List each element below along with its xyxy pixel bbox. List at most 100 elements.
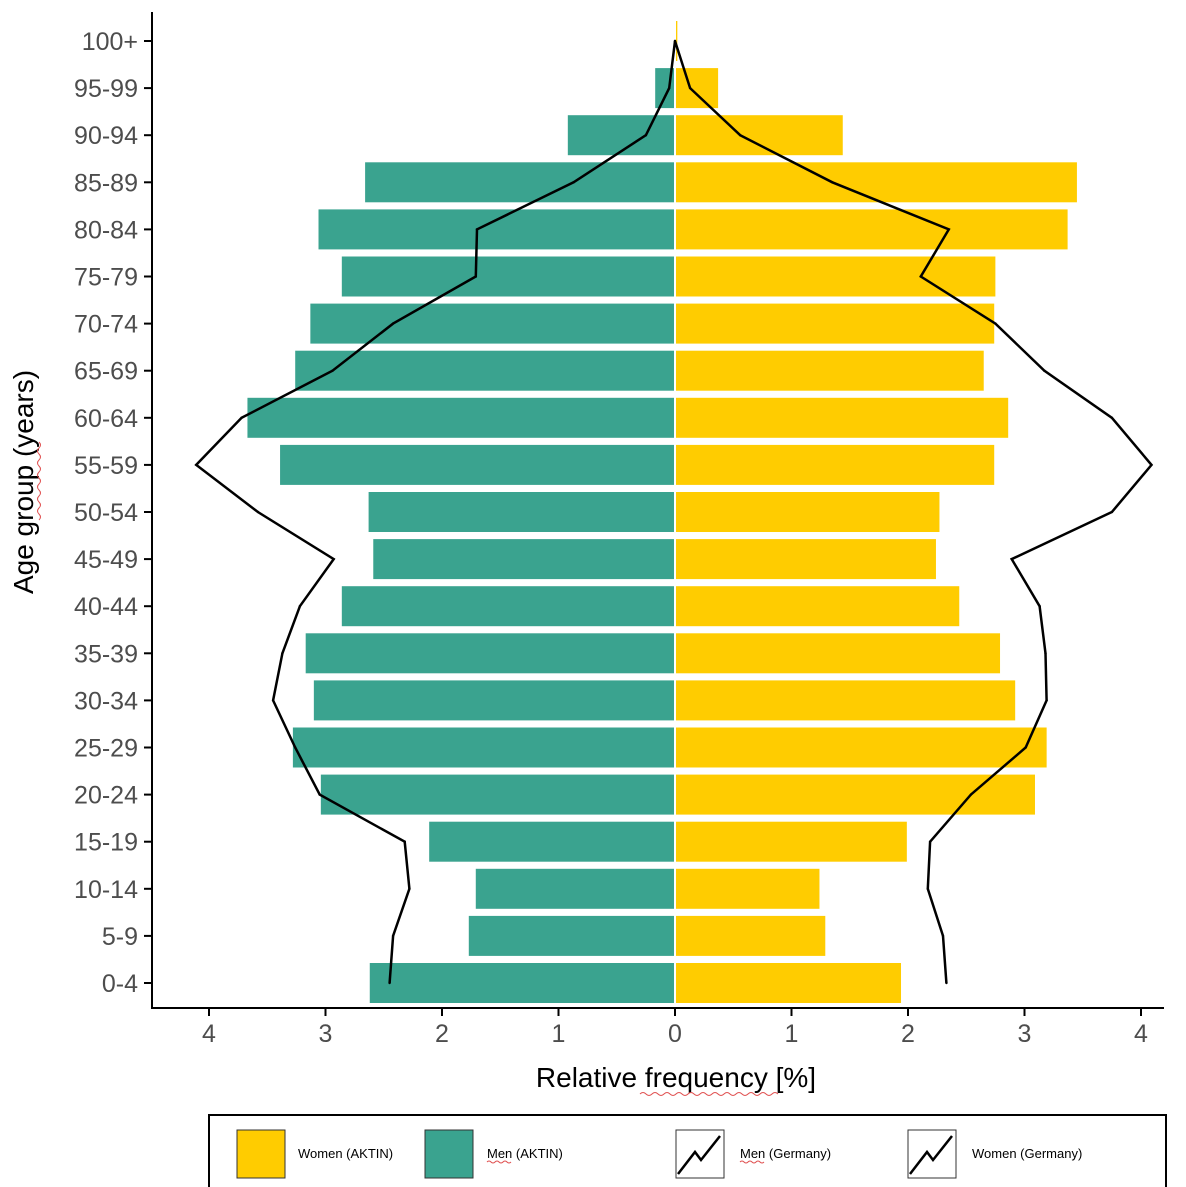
bar-men-aktin-5-9 (468, 915, 675, 956)
bar-women-aktin-85-89 (675, 162, 1077, 203)
line-women-germany-point-25-29 (1024, 746, 1027, 749)
bar-women-aktin-30-34 (675, 680, 1016, 721)
spellcheck-underline-men-aktin (486, 1160, 512, 1164)
bar-women-aktin-70-74 (675, 303, 995, 344)
y-tick-label-25-29: 25-29 (74, 735, 138, 763)
germany-lines-layer (194, 39, 1154, 985)
legend-men-aktin-label: Men (AKTIN) (487, 1146, 563, 1161)
spellcheck-underline-x (639, 1092, 779, 1096)
line-men-germany-point-30-34 (271, 699, 275, 702)
spellcheck-underline-men-germany (739, 1160, 765, 1164)
bar-men-aktin-80-84 (318, 209, 675, 250)
bar-women-aktin-10-14 (675, 868, 820, 909)
y-tick-label-75-79: 75-79 (74, 264, 138, 292)
line-women-germany-point-75-79 (919, 275, 923, 278)
bar-women-aktin-75-79 (675, 256, 996, 297)
x-tick-label-8: 4 (1134, 1020, 1148, 1048)
line-women-germany-point-85-89 (831, 181, 834, 184)
line-men-germany-point-50-54 (256, 510, 260, 514)
legend-women-aktin-swatch (236, 1129, 286, 1179)
y-tick-label-90-94: 90-94 (74, 122, 138, 150)
x-ticks-layer: 4 3 2 1 0 1 2 3 4 (202, 1008, 1148, 1048)
line-men-germany-point-40-44 (298, 605, 302, 608)
bar-women-aktin-25-29 (675, 727, 1047, 768)
line-men-germany-point-90-94 (644, 134, 648, 137)
legend-men-aktin-swatch (424, 1129, 474, 1179)
bar-women-aktin-35-39 (675, 633, 1001, 674)
y-tick-label-10-14: 10-14 (74, 876, 138, 904)
line-women-germany-point-60-64 (1110, 416, 1114, 419)
x-tick-label-3: 1 (552, 1020, 566, 1048)
line-men-germany-point-35-39 (281, 652, 284, 655)
bar-men-aktin-45-49 (373, 539, 675, 580)
line-women-germany-point-20-24 (969, 793, 973, 796)
legend-men-germany-label: Men (Germany) (740, 1146, 831, 1161)
y-tick-label-60-64: 60-64 (74, 405, 138, 433)
line-women-germany-point-30-34 (1045, 699, 1048, 702)
y-tick-label-45-49: 45-49 (74, 546, 138, 574)
line-men-germany-point-95-99 (667, 86, 671, 90)
legend-women-germany-label: Women (Germany) (972, 1146, 1082, 1161)
bar-women-aktin-55-59 (675, 444, 995, 485)
line-women-germany-point-45-49 (1010, 557, 1013, 561)
y-axis-title: Age group (years) (8, 370, 39, 594)
line-men-germany-point-75-79 (474, 275, 477, 278)
bar-men-aktin-65-69 (295, 350, 675, 391)
line-women-germany-point-90-94 (739, 134, 742, 137)
line-men-germany-point-20-24 (318, 793, 321, 796)
bar-men-aktin-75-79 (341, 256, 675, 297)
bar-women-aktin-40-44 (675, 586, 960, 627)
bar-men-aktin-35-39 (305, 633, 675, 674)
line-women-germany-point-5-9 (941, 934, 945, 938)
line-women-germany-point-55-59 (1150, 463, 1153, 467)
y-tick-label-0-4: 0-4 (102, 970, 138, 998)
bar-men-aktin-10-14 (475, 868, 675, 909)
line-women-germany-point-50-54 (1110, 510, 1114, 514)
x-tick-label-7: 3 (1018, 1020, 1032, 1048)
bar-men-aktin-25-29 (292, 727, 675, 768)
legend: Women (AKTIN) Men (AKTIN) Men (Germany) … (208, 1114, 1167, 1187)
bar-men-aktin-60-64 (247, 397, 675, 438)
line-women-germany-point-95-99 (688, 86, 692, 90)
line-men-germany-point-60-64 (240, 416, 243, 419)
bar-women-aktin-80-84 (675, 209, 1068, 250)
y-tick-label-50-54: 50-54 (74, 499, 138, 527)
bar-women-aktin-15-19 (675, 821, 907, 862)
line-women-germany-point-15-19 (928, 840, 932, 843)
bar-women-aktin-20-24 (675, 774, 1035, 815)
bar-women-aktin-90-94 (675, 115, 843, 156)
legend-women-germany-swatch (907, 1129, 957, 1179)
y-tick-label-35-39: 35-39 (74, 640, 138, 668)
legend-men-germany-line-icon (677, 1135, 721, 1175)
bar-men-aktin-20-24 (320, 774, 675, 815)
x-tick-label-5: 1 (785, 1020, 799, 1048)
bar-women-aktin-60-64 (675, 397, 1009, 438)
line-men-germany-point-10-14 (408, 887, 411, 890)
bar-men-aktin-40-44 (341, 586, 675, 627)
y-tick-label-80-84: 80-84 (74, 216, 138, 244)
y-tick-label-5-9: 5-9 (102, 923, 138, 951)
y-tick-label-40-44: 40-44 (74, 593, 138, 621)
line-men-germany-point-55-59 (194, 463, 198, 467)
line-women-germany-point-100+ (673, 39, 677, 43)
line-men-germany-point-65-69 (331, 369, 334, 372)
y-tick-label-65-69: 65-69 (74, 358, 138, 386)
bar-women-aktin-45-49 (675, 539, 936, 580)
bar-men-aktin-85-89 (365, 162, 675, 203)
line-men-germany-point-70-74 (391, 322, 395, 325)
y-tick-label-95-99: 95-99 (74, 75, 138, 103)
bar-men-aktin-55-59 (280, 444, 675, 485)
legend-men-germany-swatch (675, 1129, 725, 1179)
x-tick-label-4: 0 (668, 1020, 682, 1048)
bar-men-aktin-90-94 (567, 115, 675, 156)
bar-women-aktin-0-4 (675, 963, 902, 1003)
line-women-germany-point-80-84 (947, 228, 950, 231)
legend-women-germany-line-icon (909, 1135, 953, 1175)
line-men-germany-point-80-84 (475, 228, 479, 231)
bar-women-aktin-5-9 (675, 915, 826, 956)
bar-women-aktin-50-54 (675, 492, 940, 532)
y-tick-label-85-89: 85-89 (74, 169, 138, 197)
line-women-germany-point-65-69 (1043, 369, 1046, 372)
line-women-germany-point-40-44 (1038, 605, 1041, 608)
